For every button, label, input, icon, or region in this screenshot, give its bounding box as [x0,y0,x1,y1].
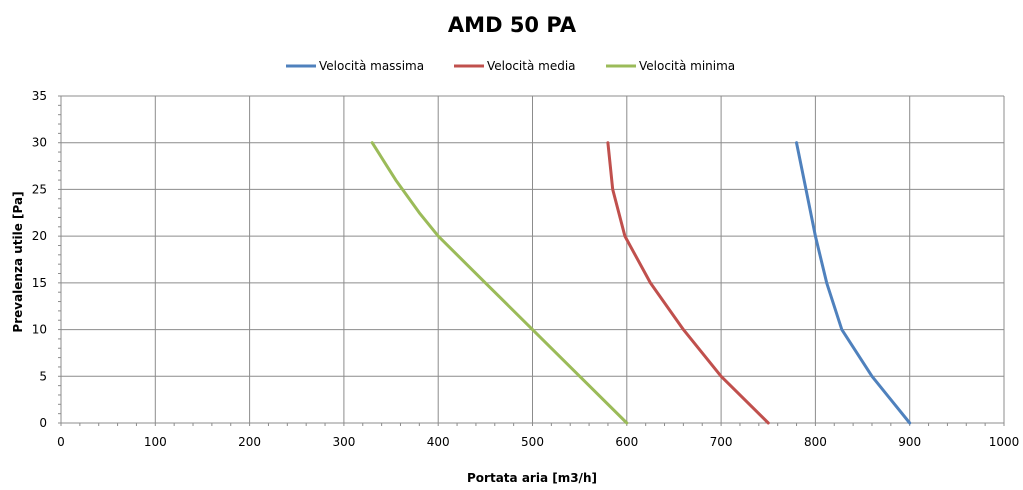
y-tick-label: 35 [32,89,47,103]
y-tick-label: 30 [32,136,47,150]
x-tick-label: 200 [238,435,261,449]
x-tick-label: 500 [521,435,544,449]
y-tick-label: 5 [39,369,47,383]
series-line-1 [606,141,770,425]
y-tick-label: 20 [32,229,47,243]
x-axis-title: Portata aria [m3/h] [467,471,597,485]
x-tick-label: 800 [804,435,827,449]
x-tick-label: 1000 [989,435,1020,449]
legend-label-0: Velocità massima [319,59,424,73]
y-axis-ticks: 0 5 10 15 20 25 30 35 [32,89,47,430]
chart-title: AMD 50 PA [448,13,577,37]
x-tick-label: 100 [144,435,167,449]
y-tick-label: 15 [32,276,47,290]
legend: Velocità massima Velocità media Velocità m… [286,59,735,73]
series-group [370,141,912,425]
x-tick-label: 900 [898,435,921,449]
y-axis-title: Prevalenza utile [Pa] [11,191,25,332]
x-axis-ticks: 0 100 200 300 400 500 600 700 800 900 1000 [57,435,1019,449]
legend-label-2: Velocità minima [639,59,735,73]
x-tick-label: 700 [710,435,733,449]
x-tick-label: 600 [615,435,638,449]
x-tick-label: 0 [57,435,65,449]
grid [58,95,1005,426]
x-tick-label: 300 [332,435,355,449]
y-tick-label: 25 [32,182,47,196]
series-line-2 [370,141,629,425]
y-tick-label: 10 [32,323,47,337]
y-tick-label: 0 [39,416,47,430]
x-tick-label: 400 [427,435,450,449]
series-line-0 [795,141,912,425]
legend-label-1: Velocità media [487,59,576,73]
